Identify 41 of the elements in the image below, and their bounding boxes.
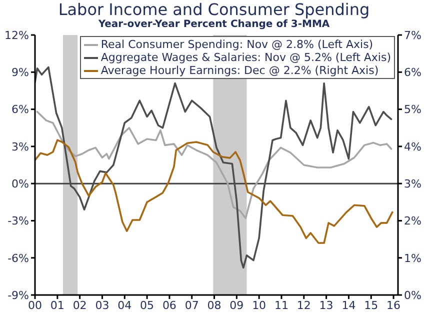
x-tick-label: 05 [140,298,154,312]
chart-title: Labor Income and Consumer Spending [57,0,371,19]
legend-label: Average Hourly Earnings: Dec @ 2.2% (Right Axis) [100,64,379,77]
x-tick-label: 16 [386,298,401,312]
y2-tick-label: 3% [404,177,422,190]
y-tick-label: 9% [12,66,29,80]
y2-tick-label: 6% [404,66,422,80]
y2-tick-label: 4% [404,140,422,154]
x-tick-label: 13 [319,298,334,312]
x-tick-label: 04 [118,298,132,312]
y-tick-label: 0% [12,177,29,190]
x-tick-label: 07 [184,298,199,312]
x-tick-label: 11 [274,298,288,312]
x-tick-label: 00 [28,298,42,312]
y2-tick-label: 5% [404,103,422,116]
y-tick-label: 12% [4,28,29,42]
x-tick-label: 12 [296,298,311,312]
legend-label: Real Consumer Spending: Nov @ 2.8% (Left Axis) [100,38,374,51]
x-tick-label: 15 [364,298,378,312]
y-tick-label: 6% [12,103,29,116]
x-tick-label: 10 [252,298,266,312]
x-tick-label: 06 [162,298,176,312]
line-series [36,110,392,220]
y-tick-label: -6% [8,252,29,265]
y2-tick-label: 7% [404,28,422,42]
y2-tick-label: 2% [404,214,422,228]
x-tick-label: 03 [95,298,110,312]
chart-subtitle: Year-over-Year Percent Change of 3-MMA [98,19,330,30]
y2-tick-label: 0% [404,288,422,302]
line-series [35,66,392,269]
y-tick-label: 3% [12,140,29,154]
y-tick-label: -9% [8,288,29,302]
legend-label: Aggregate Wages & Salaries: Nov @ 5.2% (Left Axis) [100,51,391,64]
x-tick-label: 14 [342,298,356,312]
x-tick-label: 08 [207,298,222,312]
y2-tick-label: 1% [404,252,422,265]
x-tick-label: 01 [50,298,64,312]
y-tick-label: -3% [8,214,29,228]
line-series [35,139,394,244]
x-tick-label: 09 [230,298,244,312]
x-tick-label: 02 [72,298,87,312]
